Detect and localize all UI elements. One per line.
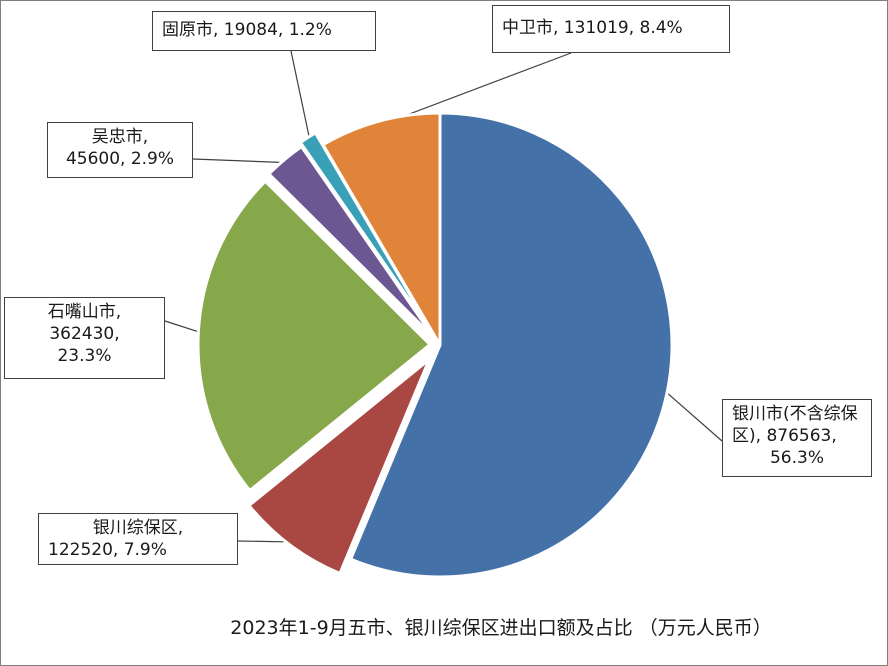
label-guyuan: 固原市, 19084, 1.2%	[152, 11, 376, 51]
leader-line	[290, 50, 311, 142]
pie-slices	[196, 111, 674, 579]
leader-line	[164, 320, 203, 334]
slice-yinchuan	[349, 111, 674, 579]
chart-title: 2023年1-9月五市、银川综保区进出口额及占比 （万元人民币）	[230, 617, 772, 639]
label-yinchuan: 银川市(不含综保 区), 876563, 56.3%	[722, 399, 872, 477]
slice-shizuishan	[196, 179, 432, 493]
label-zhongwei: 中卫市, 131019, 8.4%	[492, 5, 730, 53]
slice-zhongwei	[321, 111, 442, 347]
slice-guyuan	[298, 131, 434, 335]
label-wuzhong: 吴忠市, 45600, 2.9%	[47, 122, 193, 178]
leader-line	[192, 158, 288, 164]
leader-line	[380, 52, 572, 126]
label-shizuishan: 石嘴山市, 362430, 23.3%	[4, 297, 165, 379]
leader-line	[663, 389, 723, 442]
label-yinchuan-zongbao: 银川综保区, 122520, 7.9%	[38, 513, 238, 565]
slice-yinchuan-zongbao	[247, 357, 431, 576]
